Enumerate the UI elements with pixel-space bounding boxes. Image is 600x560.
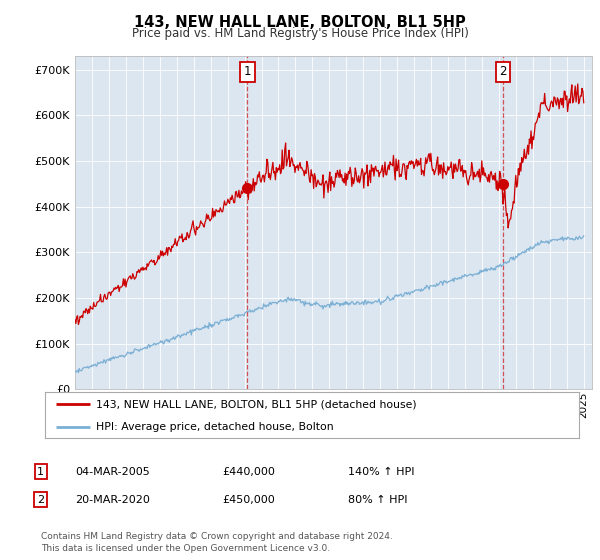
Text: 143, NEW HALL LANE, BOLTON, BL1 5HP (detached house): 143, NEW HALL LANE, BOLTON, BL1 5HP (det… [96, 399, 416, 409]
Text: HPI: Average price, detached house, Bolton: HPI: Average price, detached house, Bolt… [96, 422, 334, 432]
Text: 1: 1 [244, 66, 251, 78]
Text: £440,000: £440,000 [222, 466, 275, 477]
Text: 2: 2 [37, 494, 44, 505]
Text: Price paid vs. HM Land Registry's House Price Index (HPI): Price paid vs. HM Land Registry's House … [131, 27, 469, 40]
Text: 143, NEW HALL LANE, BOLTON, BL1 5HP: 143, NEW HALL LANE, BOLTON, BL1 5HP [134, 15, 466, 30]
Text: 1: 1 [37, 466, 44, 477]
Text: 04-MAR-2005: 04-MAR-2005 [75, 466, 150, 477]
Text: £450,000: £450,000 [222, 494, 275, 505]
Text: 140% ↑ HPI: 140% ↑ HPI [348, 466, 415, 477]
Text: 80% ↑ HPI: 80% ↑ HPI [348, 494, 407, 505]
Text: Contains HM Land Registry data © Crown copyright and database right 2024.
This d: Contains HM Land Registry data © Crown c… [41, 533, 392, 553]
Text: 2: 2 [499, 66, 506, 78]
Text: 20-MAR-2020: 20-MAR-2020 [75, 494, 150, 505]
